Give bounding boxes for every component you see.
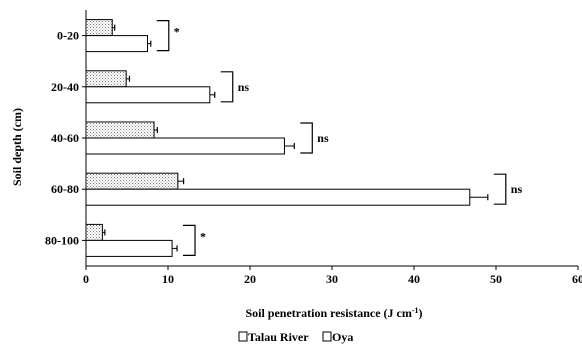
y-axis-title: Soil depth (cm) — [10, 108, 24, 186]
significance-label: ns — [511, 182, 523, 196]
x-tick-label: 30 — [326, 272, 338, 286]
bar-series-1 — [85, 121, 155, 139]
y-tick-label: 80-100 — [45, 233, 79, 247]
legend-swatch-series-1 — [238, 331, 248, 342]
significance-label: ns — [317, 131, 329, 145]
x-axis-title-main: Soil penetration resistance (J cm — [245, 306, 411, 320]
significance-bracket — [156, 20, 170, 52]
y-tick-label: 20-40 — [51, 80, 79, 94]
bar-series-2 — [85, 188, 471, 206]
bar-series-2 — [85, 86, 211, 104]
y-tick-label: 0-20 — [57, 29, 79, 43]
x-tick-label: 0 — [83, 272, 89, 286]
x-tick-label: 60 — [572, 272, 582, 286]
bar-series-2 — [85, 35, 148, 53]
x-tick-label: 10 — [162, 272, 174, 286]
legend-label-series-1: Talau River — [248, 330, 309, 344]
error-bars-layer — [102, 24, 489, 252]
significance-label: * — [200, 229, 206, 243]
x-axis-ticks: 0 10 20 30 40 50 60 — [83, 266, 582, 286]
x-tick-label: 20 — [244, 272, 256, 286]
significance-bracket — [183, 224, 196, 256]
significance-label: ns — [238, 80, 250, 94]
x-tick-label: 40 — [408, 272, 420, 286]
x-axis-title-superscript: -1 — [412, 306, 419, 315]
significance-layer: * ns ns ns * — [156, 20, 523, 256]
bar-series-1 — [85, 172, 179, 190]
significance-label: * — [174, 25, 180, 39]
bars-layer — [85, 19, 471, 257]
bar-series-2 — [85, 239, 173, 257]
bar-series-1 — [85, 19, 113, 37]
y-axis-ticks: 0-20 20-40 40-60 60-80 80-100 — [45, 29, 86, 247]
x-axis-title-suffix: ) — [419, 306, 423, 320]
significance-bracket — [300, 122, 313, 154]
bar-series-1 — [85, 223, 103, 241]
bar-series-2 — [85, 137, 285, 155]
legend-swatch-series-2 — [322, 331, 332, 342]
legend: Talau River Oya — [238, 330, 353, 344]
significance-bracket — [493, 173, 507, 205]
x-axis-title: Soil penetration resistance (J cm-1) — [245, 306, 422, 320]
bar-series-1 — [85, 70, 127, 88]
x-tick-label: 50 — [490, 272, 502, 286]
legend-label-series-2: Oya — [332, 330, 353, 344]
y-tick-label: 40-60 — [51, 131, 79, 145]
significance-bracket — [220, 71, 234, 103]
y-tick-label: 60-80 — [51, 182, 79, 196]
